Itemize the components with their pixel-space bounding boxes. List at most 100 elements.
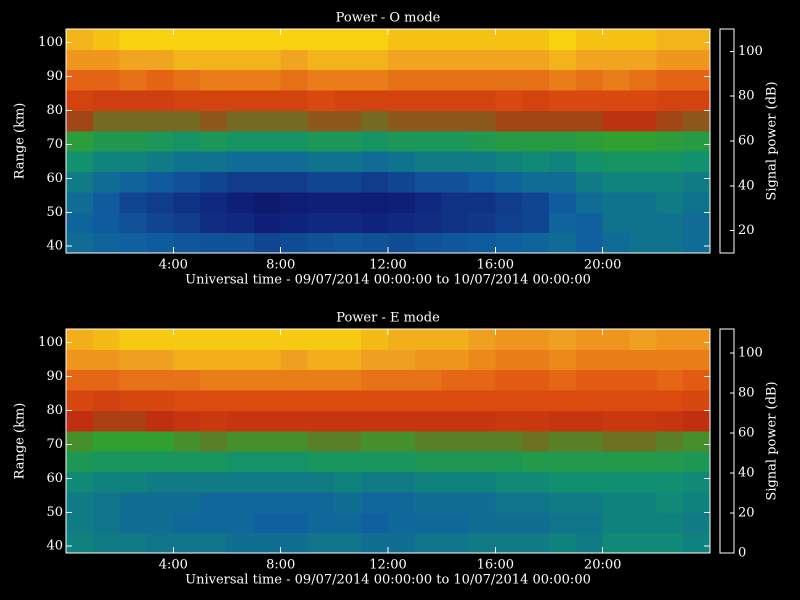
cell — [629, 512, 657, 534]
cell — [495, 390, 523, 411]
cell — [173, 29, 201, 50]
colorbar-tick-label: 40 — [738, 466, 755, 481]
cell — [146, 430, 174, 452]
cell — [441, 130, 469, 152]
cell — [119, 110, 147, 132]
cell — [307, 451, 335, 473]
cell — [200, 151, 228, 173]
cell — [549, 451, 577, 473]
cell — [280, 451, 308, 473]
x-axis-label: Universal time - 09/07/2014 00:00:00 to … — [185, 573, 591, 588]
cell — [441, 512, 469, 534]
cell — [119, 130, 147, 152]
cell — [280, 410, 308, 432]
cell — [575, 69, 604, 91]
cell — [253, 29, 282, 50]
cell — [495, 232, 523, 254]
cell — [334, 171, 362, 193]
cell — [146, 130, 174, 152]
cell — [414, 451, 443, 473]
cell — [227, 329, 255, 350]
cell — [227, 410, 255, 432]
cell — [146, 232, 174, 254]
cell — [414, 430, 443, 452]
cell — [307, 410, 335, 432]
cell — [575, 369, 604, 391]
cell — [227, 90, 255, 111]
cell — [253, 512, 282, 534]
cell — [683, 451, 711, 473]
cell — [119, 69, 147, 91]
cell — [119, 410, 147, 432]
cell — [549, 110, 577, 132]
cell — [119, 390, 147, 411]
cell — [227, 491, 255, 513]
cell — [200, 451, 228, 473]
cell — [334, 512, 362, 534]
cell — [66, 451, 94, 473]
cell — [200, 212, 228, 234]
cell — [280, 491, 308, 513]
cell — [307, 329, 335, 350]
cell — [307, 69, 335, 91]
cell — [629, 430, 657, 452]
cell — [602, 69, 630, 91]
cell — [522, 49, 550, 71]
cell — [495, 90, 523, 111]
cell — [388, 130, 416, 152]
cell — [92, 451, 121, 473]
cell — [575, 410, 604, 432]
x-tick-label: 16:00 — [477, 558, 514, 573]
cell — [468, 430, 496, 452]
cell — [92, 212, 121, 234]
cell — [656, 349, 684, 371]
colorbar-tick-label: 60 — [738, 426, 755, 441]
cell — [361, 29, 389, 50]
chart-title: Power - O mode — [336, 11, 441, 26]
cell — [173, 232, 201, 254]
cell — [66, 390, 94, 411]
cell — [227, 512, 255, 534]
y-tick-label: 80 — [46, 403, 63, 418]
cell — [629, 49, 657, 71]
cell — [253, 49, 282, 71]
cell — [146, 532, 174, 554]
cell — [388, 369, 416, 391]
cell — [146, 191, 174, 213]
cell — [683, 491, 711, 513]
cell — [334, 329, 362, 350]
cell — [92, 512, 121, 534]
cell — [575, 451, 604, 473]
cell — [307, 90, 335, 111]
cell — [361, 329, 389, 350]
cell — [414, 349, 443, 371]
cell — [683, 390, 711, 411]
cell — [414, 69, 443, 91]
cell — [119, 491, 147, 513]
cell — [334, 471, 362, 493]
cell — [388, 349, 416, 371]
cell — [522, 212, 550, 234]
cell — [119, 232, 147, 254]
cell — [119, 471, 147, 493]
colorbar-tick-label: 100 — [738, 346, 763, 361]
cell — [629, 390, 657, 411]
cell — [441, 191, 469, 213]
cell — [441, 151, 469, 173]
cell — [414, 410, 443, 432]
colorbar — [719, 328, 735, 554]
cell — [280, 329, 308, 350]
cell — [683, 512, 711, 534]
cell — [495, 430, 523, 452]
cell — [253, 349, 282, 371]
cell — [119, 430, 147, 452]
cell — [227, 349, 255, 371]
cell — [119, 349, 147, 371]
cell — [388, 491, 416, 513]
cell — [253, 430, 282, 452]
cell — [495, 369, 523, 391]
cell — [468, 491, 496, 513]
colorbar-tick-label: 0 — [738, 546, 746, 561]
cell — [253, 171, 282, 193]
cell — [119, 369, 147, 391]
